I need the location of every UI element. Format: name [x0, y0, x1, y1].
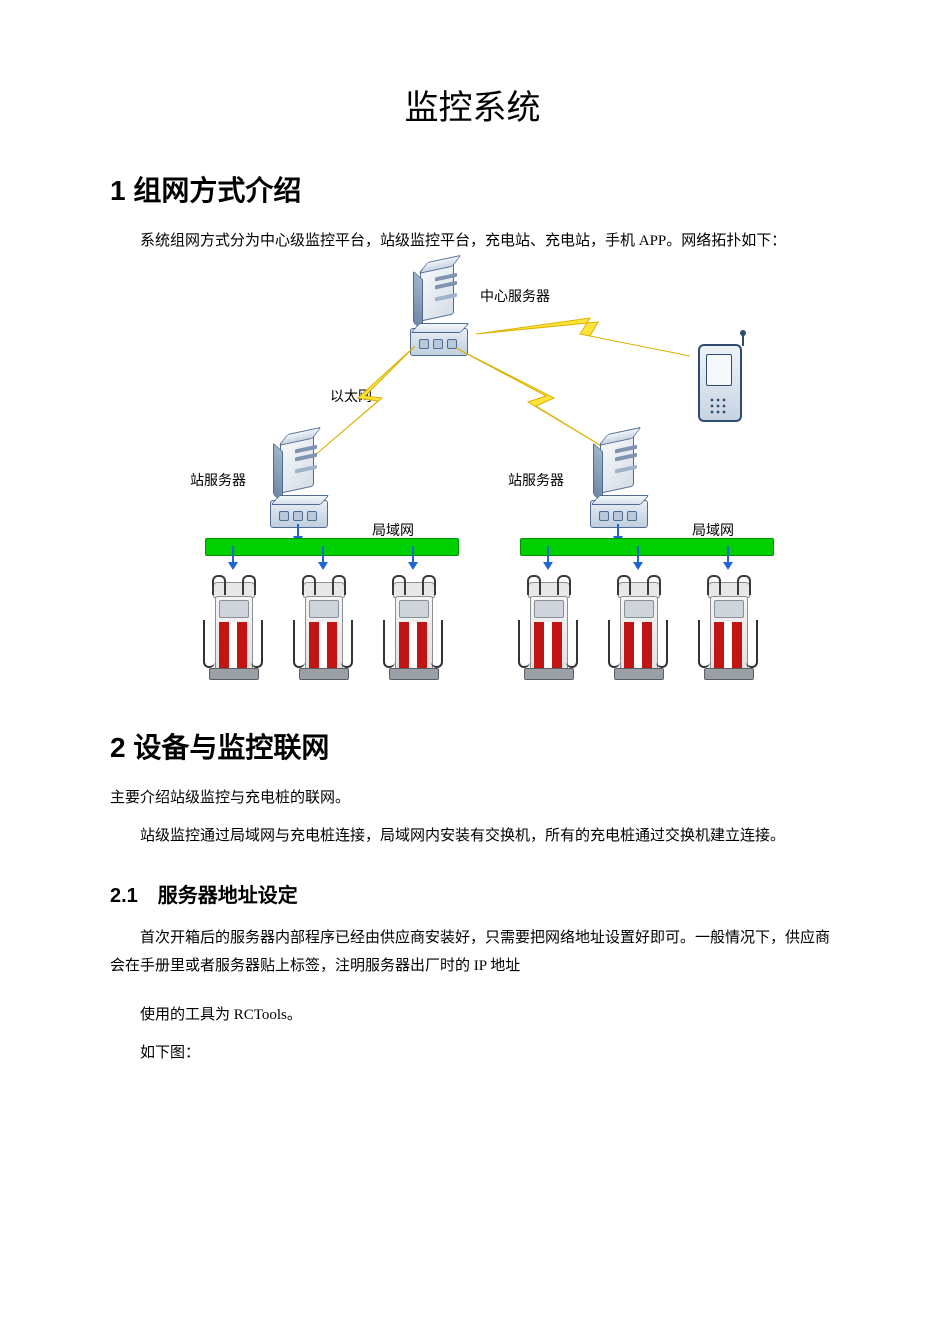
charging-pile-icon — [700, 568, 756, 680]
document-page: 监控系统 1 组网方式介绍 系统组网方式分为中心级监控平台，站级监控平台，充电站… — [0, 0, 945, 1337]
phone-icon — [698, 344, 742, 422]
charging-pile-icon — [385, 568, 441, 680]
center-server-label: 中心服务器 — [480, 286, 550, 306]
lan-bar-left — [205, 538, 459, 556]
section-1-para-1: 系统组网方式分为中心级监控平台，站级监控平台，充电站、充电站，手机 APP。网络… — [110, 227, 835, 256]
section-2-1-para-1: 首次开箱后的服务器内部程序已经由供应商安装好，只需要把网络地址设置好即可。一般情… — [110, 924, 835, 981]
station-server-right-icon — [590, 438, 646, 528]
lan-to-pile-drop-icon — [232, 546, 234, 568]
section-2-1-para-3: 如下图： — [110, 1039, 835, 1068]
station-server-left-label: 站服务器 — [190, 470, 246, 490]
doc-title: 监控系统 — [110, 80, 835, 129]
lan-right-label: 局域网 — [692, 520, 734, 540]
section-2-para-1: 主要介绍站级监控与充电桩的联网。 — [110, 784, 835, 813]
charging-pile-icon — [295, 568, 351, 680]
station-server-left-icon — [270, 438, 326, 528]
section-2-para-2: 站级监控通过局域网与充电桩连接，局域网内安装有交换机，所有的充电桩通过交换机建立… — [110, 822, 835, 851]
section-2-heading: 2 设备与监控联网 — [110, 726, 835, 766]
charging-pile-icon — [520, 568, 576, 680]
lan-bar-right — [520, 538, 774, 556]
lan-to-pile-drop-icon — [412, 546, 414, 568]
section-1-heading: 1 组网方式介绍 — [110, 169, 835, 209]
lan-to-pile-drop-icon — [547, 546, 549, 568]
lan-to-pile-drop-icon — [322, 546, 324, 568]
station-server-right-label: 站服务器 — [508, 470, 564, 490]
lan-to-pile-drop-icon — [727, 546, 729, 568]
section-2-1-para-2: 使用的工具为 RCTools。 — [110, 1001, 835, 1030]
lan-to-pile-drop-icon — [637, 546, 639, 568]
charging-pile-icon — [205, 568, 261, 680]
network-topology-diagram: 中心服务器 以太网 站服务器 站服务器 — [120, 266, 840, 696]
charging-pile-icon — [610, 568, 666, 680]
bolt-to-phone-icon — [472, 306, 692, 376]
center-server-icon — [410, 266, 466, 356]
lan-left-label: 局域网 — [372, 520, 414, 540]
section-2-1-heading: 2.1 服务器地址设定 — [110, 879, 835, 908]
